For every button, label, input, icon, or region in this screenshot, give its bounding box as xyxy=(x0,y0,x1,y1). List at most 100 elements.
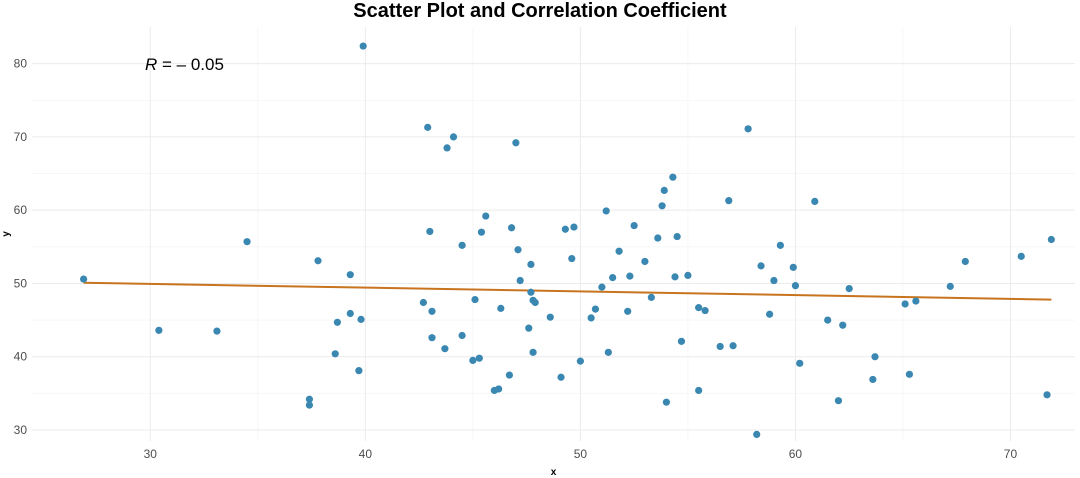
data-point xyxy=(834,397,843,405)
data-point xyxy=(695,386,703,395)
data-point xyxy=(568,254,576,263)
data-point xyxy=(630,221,638,230)
data-point xyxy=(791,282,800,290)
data-point xyxy=(346,309,354,318)
data-point xyxy=(576,357,584,365)
data-point xyxy=(609,273,617,282)
data-point xyxy=(725,197,733,205)
data-point xyxy=(333,318,341,326)
data-point xyxy=(604,348,612,356)
data-point xyxy=(811,197,819,205)
data-point xyxy=(776,241,784,249)
data-point xyxy=(529,348,537,356)
data-point xyxy=(1043,391,1051,399)
y-tick-label: 80 xyxy=(14,57,28,71)
data-point xyxy=(546,313,554,321)
fit-line-layer xyxy=(83,281,1052,301)
data-point xyxy=(512,139,520,147)
data-point xyxy=(155,326,163,334)
data-point xyxy=(527,260,535,269)
data-point xyxy=(641,257,649,266)
grid-layer xyxy=(32,27,1075,441)
y-tick-label: 60 xyxy=(14,203,28,217)
data-point xyxy=(658,202,666,210)
data-point xyxy=(845,284,853,293)
data-point xyxy=(766,310,774,318)
data-point xyxy=(770,276,778,285)
data-point xyxy=(647,293,655,301)
data-point xyxy=(729,342,737,350)
data-point xyxy=(839,321,847,329)
y-tick-label: 50 xyxy=(14,276,28,290)
data-point xyxy=(314,257,322,265)
data-point xyxy=(514,246,522,254)
data-point xyxy=(443,144,451,152)
data-point xyxy=(654,234,662,242)
data-point xyxy=(243,238,251,246)
data-point xyxy=(331,350,339,358)
data-point xyxy=(505,371,514,379)
data-point xyxy=(824,316,832,324)
data-point xyxy=(570,223,578,231)
data-point xyxy=(671,273,679,281)
data-point xyxy=(346,271,354,279)
data-point xyxy=(946,282,954,290)
data-point xyxy=(615,247,623,255)
data-point xyxy=(626,272,634,280)
data-point xyxy=(716,342,724,351)
data-point xyxy=(441,345,449,353)
data-point xyxy=(355,367,363,375)
data-point xyxy=(901,300,909,308)
data-point xyxy=(458,331,466,340)
y-axis-title: y xyxy=(1,231,12,237)
x-tick-label: 50 xyxy=(574,447,588,461)
data-point xyxy=(757,262,765,270)
data-point xyxy=(1017,252,1025,260)
x-tick-label: 60 xyxy=(789,447,803,461)
data-point xyxy=(419,298,427,307)
data-point xyxy=(527,288,535,296)
data-point xyxy=(507,224,516,232)
data-point xyxy=(495,385,503,393)
data-point xyxy=(871,353,879,361)
data-point xyxy=(428,307,436,315)
data-point xyxy=(684,271,692,279)
data-point xyxy=(426,227,434,236)
data-point xyxy=(305,395,314,403)
y-tick-label: 30 xyxy=(14,423,28,437)
data-point xyxy=(753,430,761,439)
data-point xyxy=(482,212,490,220)
x-axis-title: x xyxy=(551,467,557,478)
data-point xyxy=(213,327,221,335)
x-tick-label: 40 xyxy=(359,447,373,461)
data-point xyxy=(477,228,486,236)
regression-line xyxy=(83,281,1052,301)
data-point xyxy=(961,257,969,266)
y-tick-label: 70 xyxy=(14,130,28,144)
data-point xyxy=(475,354,483,362)
data-point xyxy=(669,173,677,181)
data-point xyxy=(602,207,610,215)
data-point xyxy=(701,306,709,315)
data-point xyxy=(531,298,539,307)
data-point xyxy=(305,401,314,409)
data-point xyxy=(905,370,914,378)
annotation-r-symbol: R xyxy=(145,55,157,74)
tick-label-layer: 30 40 50 60 70 30 40 50 60 70 80 xyxy=(14,57,1018,461)
data-point xyxy=(789,263,797,271)
data-point xyxy=(357,315,365,323)
data-point xyxy=(912,297,920,305)
data-point xyxy=(1047,235,1055,244)
data-point xyxy=(796,359,804,367)
data-point xyxy=(469,356,477,364)
x-tick-label: 70 xyxy=(1004,447,1018,461)
points-layer xyxy=(80,42,1055,439)
data-point xyxy=(673,232,681,241)
data-point xyxy=(557,373,565,381)
correlation-annotation: R = – 0.05 xyxy=(145,55,224,74)
data-point xyxy=(561,225,569,233)
data-point xyxy=(624,307,632,315)
data-point xyxy=(458,241,466,249)
data-point xyxy=(516,276,524,285)
